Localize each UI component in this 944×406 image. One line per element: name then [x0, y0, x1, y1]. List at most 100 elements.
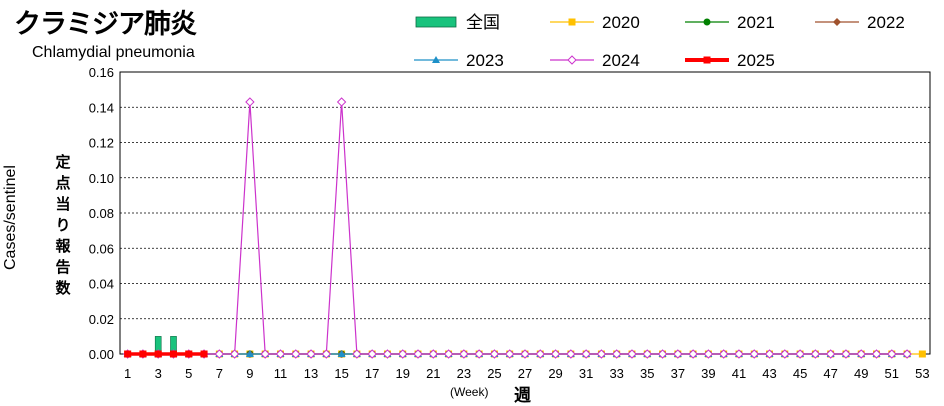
series-2024-point: [581, 349, 591, 359]
legend-全国-label: 全国: [466, 13, 500, 32]
x-tick-label: 31: [579, 366, 593, 381]
legend-2023-label: 2023: [466, 51, 504, 70]
series-2024-point: [810, 349, 821, 359]
series-2024-point: [642, 349, 652, 359]
series-2025-point: [154, 350, 162, 358]
x-axis-unit-jp: 週: [514, 386, 531, 406]
series-2024-point: [611, 349, 622, 359]
legend-2022-label: 2022: [867, 13, 905, 32]
x-tick-label: 53: [915, 366, 929, 381]
series-2024-point: [703, 349, 714, 359]
x-tick-label: 9: [246, 366, 253, 381]
series-2024-point: [902, 349, 912, 359]
legend-2025-label: 2025: [737, 51, 775, 70]
series-2023-point: [337, 350, 346, 357]
legend-2021-label: 2021: [737, 13, 775, 32]
x-tick-label: 19: [396, 366, 410, 381]
series-2025-point: [124, 350, 132, 358]
x-tick-label: 25: [487, 366, 501, 381]
chart-title-en: Chlamydial pneumonia: [32, 44, 195, 61]
x-tick-label: 17: [365, 366, 379, 381]
series-2024-point: [459, 349, 469, 359]
series-2024-point: [856, 349, 866, 359]
x-tick-label: 27: [518, 366, 532, 381]
legend-2020-label: 2020: [602, 13, 640, 32]
x-tick-label: 47: [823, 366, 837, 381]
series-2024-point: [275, 349, 286, 359]
series-2025-point: [139, 350, 147, 358]
y-tick-label: 0.16: [89, 65, 114, 80]
series-2024-point: [734, 349, 744, 359]
x-tick-label: 35: [640, 366, 654, 381]
series-2024-point: [825, 349, 836, 359]
series-2024-point: [520, 349, 530, 359]
y-tick-label: 0.14: [89, 100, 114, 115]
x-tick-label: 1: [124, 366, 131, 381]
legend-2023-swatch-marker: [432, 56, 440, 63]
series-2024-point: [657, 349, 668, 359]
series-2024-point: [764, 349, 775, 359]
series-2025-point: [200, 350, 208, 358]
series-2024-point: [474, 349, 484, 359]
x-tick-label: 29: [548, 366, 562, 381]
x-tick-label: 21: [426, 366, 440, 381]
series-2023-point: [245, 350, 254, 357]
series-2024-point: [780, 349, 790, 359]
series-2024-point: [749, 349, 759, 359]
series-2025-point: [169, 350, 177, 358]
legend-2025-swatch-marker: [703, 56, 711, 64]
series-2024-point: [871, 349, 882, 359]
x-tick-label: 7: [216, 366, 223, 381]
series-2024-point: [550, 349, 561, 359]
series-2024-point: [596, 349, 607, 359]
series-2024-point: [887, 349, 897, 359]
x-tick-label: 13: [304, 366, 318, 381]
y-tick-label: 0.02: [89, 312, 114, 327]
series-2024-point: [627, 349, 637, 359]
x-tick-label: 33: [609, 366, 623, 381]
x-tick-label: 11: [274, 366, 288, 381]
series-2024-point: [382, 349, 393, 359]
x-tick-label: 51: [885, 366, 899, 381]
series-2024-point: [673, 349, 683, 359]
x-tick-label: 43: [762, 366, 776, 381]
x-tick-label: 39: [701, 366, 715, 381]
y-tick-label: 0.10: [89, 171, 114, 186]
series-2024-line: [127, 101, 908, 355]
series-2024-point: [260, 349, 270, 359]
series-2024-point: [566, 349, 576, 359]
series-2024-point: [688, 349, 698, 359]
series-2024-point: [336, 97, 347, 107]
y-axis-label-jp: 定点当り報告数: [55, 153, 71, 297]
series-2024-point: [321, 349, 332, 359]
x-tick-label: 15: [334, 366, 348, 381]
series-2024-point: [229, 349, 240, 359]
series-2024-point: [795, 349, 805, 359]
y-tick-label: 0.04: [89, 277, 114, 292]
legend-2021-swatch-marker: [703, 18, 711, 26]
series-2024-point: [291, 349, 301, 359]
y-tick-label: 0.00: [89, 347, 114, 362]
y-tick-label: 0.08: [89, 206, 114, 221]
series-2024-point: [398, 349, 408, 359]
legend-2024-swatch-marker: [567, 55, 577, 65]
series-2024-point: [718, 349, 729, 359]
series-2024-point: [413, 349, 423, 359]
series-2024-point: [443, 349, 454, 359]
series-2024-point: [489, 349, 500, 359]
x-tick-label: 45: [793, 366, 807, 381]
x-tick-label: 41: [732, 366, 746, 381]
x-tick-label: 5: [185, 366, 192, 381]
series-2020-point: [918, 350, 926, 358]
series-2024-point: [306, 349, 316, 359]
series-2024-point: [505, 349, 515, 359]
series-2024-point: [535, 349, 545, 359]
series-2024-point: [367, 349, 377, 359]
legend-2024-label: 2024: [602, 51, 640, 70]
series-2024-point: [214, 349, 225, 359]
x-tick-label: 3: [155, 366, 162, 381]
y-tick-label: 0.12: [89, 136, 114, 151]
x-tick-label: 37: [671, 366, 685, 381]
series-2024-point: [428, 349, 439, 359]
